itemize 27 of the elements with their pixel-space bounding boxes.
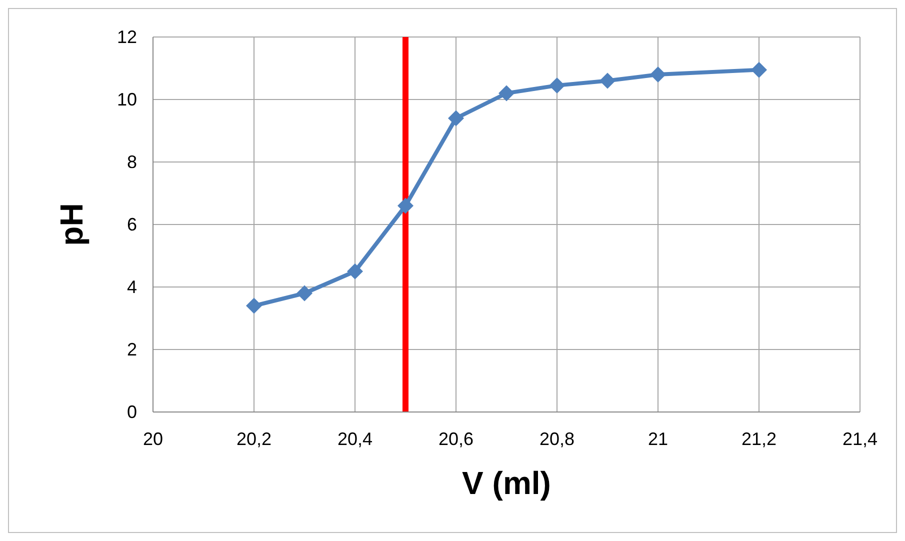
x-tick-label: 20 bbox=[142, 428, 164, 449]
y-tick-label: 2 bbox=[126, 340, 137, 360]
y-tick-label: 10 bbox=[116, 90, 137, 110]
y-tick-label: 12 bbox=[116, 27, 137, 47]
y-tick-label: 8 bbox=[126, 152, 137, 172]
point bbox=[448, 110, 464, 126]
x-tick-label: 20,8 bbox=[539, 428, 575, 449]
point bbox=[246, 298, 262, 314]
point bbox=[600, 72, 616, 89]
point bbox=[650, 66, 666, 82]
y-tick-label: 6 bbox=[126, 214, 137, 234]
y-tick-label: 0 bbox=[126, 402, 137, 422]
x-axis-title: V (ml) bbox=[462, 465, 551, 501]
point bbox=[498, 85, 514, 102]
point bbox=[549, 77, 565, 94]
point bbox=[347, 263, 363, 280]
point bbox=[751, 62, 767, 78]
y-axis-title: pH bbox=[53, 203, 90, 246]
x-tick-label: 20,2 bbox=[236, 428, 272, 449]
x-tick-label: 21 bbox=[648, 428, 668, 449]
y-tick-label: 4 bbox=[126, 277, 137, 297]
x-tick-label: 20,6 bbox=[438, 428, 474, 449]
point bbox=[398, 198, 414, 214]
x-tick-label: 21,4 bbox=[842, 428, 878, 449]
x-tick-label: 20,4 bbox=[337, 428, 373, 449]
point bbox=[296, 285, 312, 302]
x-tick-label: 21,2 bbox=[741, 428, 777, 449]
